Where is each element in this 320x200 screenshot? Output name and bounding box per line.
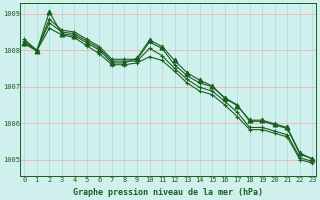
X-axis label: Graphe pression niveau de la mer (hPa): Graphe pression niveau de la mer (hPa) [73,188,263,197]
